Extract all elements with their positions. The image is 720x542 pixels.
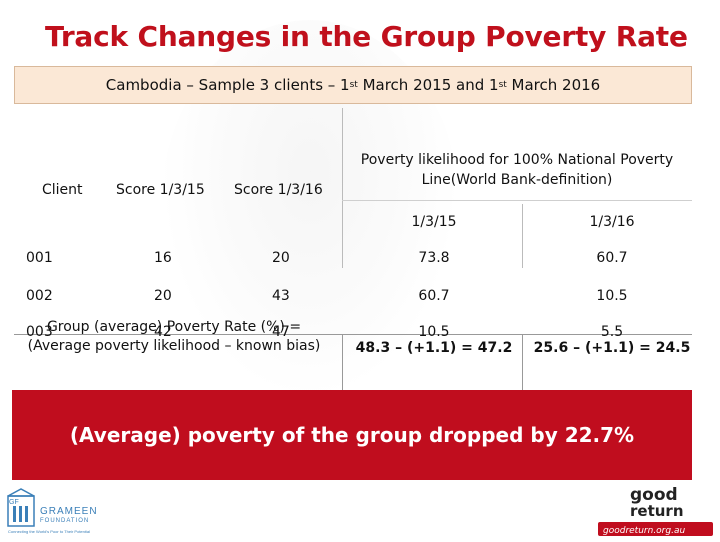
- column-divider: [342, 334, 343, 420]
- row-1-score-2016: 20: [272, 250, 290, 266]
- table-grid: Client Score 1/3/15 Score 1/3/16 Poverty…: [14, 104, 692, 420]
- goodreturn-url: goodreturn.org.au: [603, 526, 685, 536]
- conclusion-banner: (Average) poverty of the group dropped b…: [12, 390, 692, 480]
- good-wordmark: good: [630, 485, 678, 505]
- row-2-likelihood-2015: 60.7: [418, 288, 450, 304]
- row-2-likelihood-2016: 10.5: [596, 288, 628, 304]
- row-2-score-2015: 20: [154, 288, 172, 304]
- row-divider: [14, 334, 692, 335]
- column-divider: [522, 204, 523, 268]
- row-1-likelihood-2016: 60.7: [596, 250, 628, 266]
- heading-text-2: March 2015 and 1: [357, 76, 499, 94]
- row-2-score-2016: 43: [272, 288, 290, 304]
- row-3-score-2015: 42: [154, 324, 172, 340]
- goodreturn-logo: good return goodreturn.org.au: [590, 484, 715, 538]
- group-rate-2016: 25.6 – (+1.1) = 24.5: [533, 340, 691, 356]
- header-score-2016: Score 1/3/16: [234, 182, 323, 198]
- row-1-client: 001: [26, 250, 53, 266]
- header-date-2016: 1/3/16: [589, 214, 635, 230]
- row-3-score-2016: 47: [272, 324, 290, 340]
- header-client: Client: [42, 182, 83, 198]
- row-divider: [342, 200, 692, 201]
- foundation-wordmark: FOUNDATION: [40, 518, 89, 524]
- row-2-client: 002: [26, 288, 53, 304]
- header-poverty-likelihood: Poverty likelihood for 100% National Pov…: [360, 152, 674, 188]
- heading-text-3: March 2016: [506, 76, 601, 94]
- column-divider: [522, 334, 523, 420]
- group-rate-label: Group (average) Poverty Rate (%) = (Aver…: [27, 319, 321, 354]
- grameen-logo-icon: GF GRAMEEN FOUNDATION Connecting the Wor…: [7, 488, 98, 534]
- grameen-tagline: Connecting the World's Poor to Their Pot…: [8, 529, 90, 534]
- return-wordmark: return: [630, 502, 684, 520]
- row-1-score-2015: 16: [154, 250, 172, 266]
- conclusion-text: (Average) poverty of the group dropped b…: [69, 423, 635, 447]
- goodreturn-logo-icon: good return goodreturn.org.au: [598, 485, 713, 536]
- group-rate-2015: 48.3 – (+1.1) = 47.2: [355, 340, 513, 356]
- row-1-likelihood-2015: 73.8: [418, 250, 450, 266]
- grameen-foundation-logo: GF GRAMEEN FOUNDATION Connecting the Wor…: [6, 488, 126, 536]
- header-date-2015: 1/3/15: [411, 214, 457, 230]
- row-3-likelihood-2015: 10.5: [418, 324, 450, 340]
- heading-text-1: Cambodia – Sample 3 clients – 1: [105, 76, 350, 94]
- column-divider: [342, 108, 343, 268]
- header-score-2015: Score 1/3/15: [116, 182, 205, 198]
- row-3-likelihood-2016: 5.5: [600, 324, 624, 340]
- gf-letters: GF: [9, 499, 19, 506]
- grameen-wordmark: GRAMEEN: [40, 506, 98, 517]
- page-title: Track Changes in the Group Poverty Rate: [45, 20, 688, 53]
- row-3-client: 003: [26, 324, 53, 340]
